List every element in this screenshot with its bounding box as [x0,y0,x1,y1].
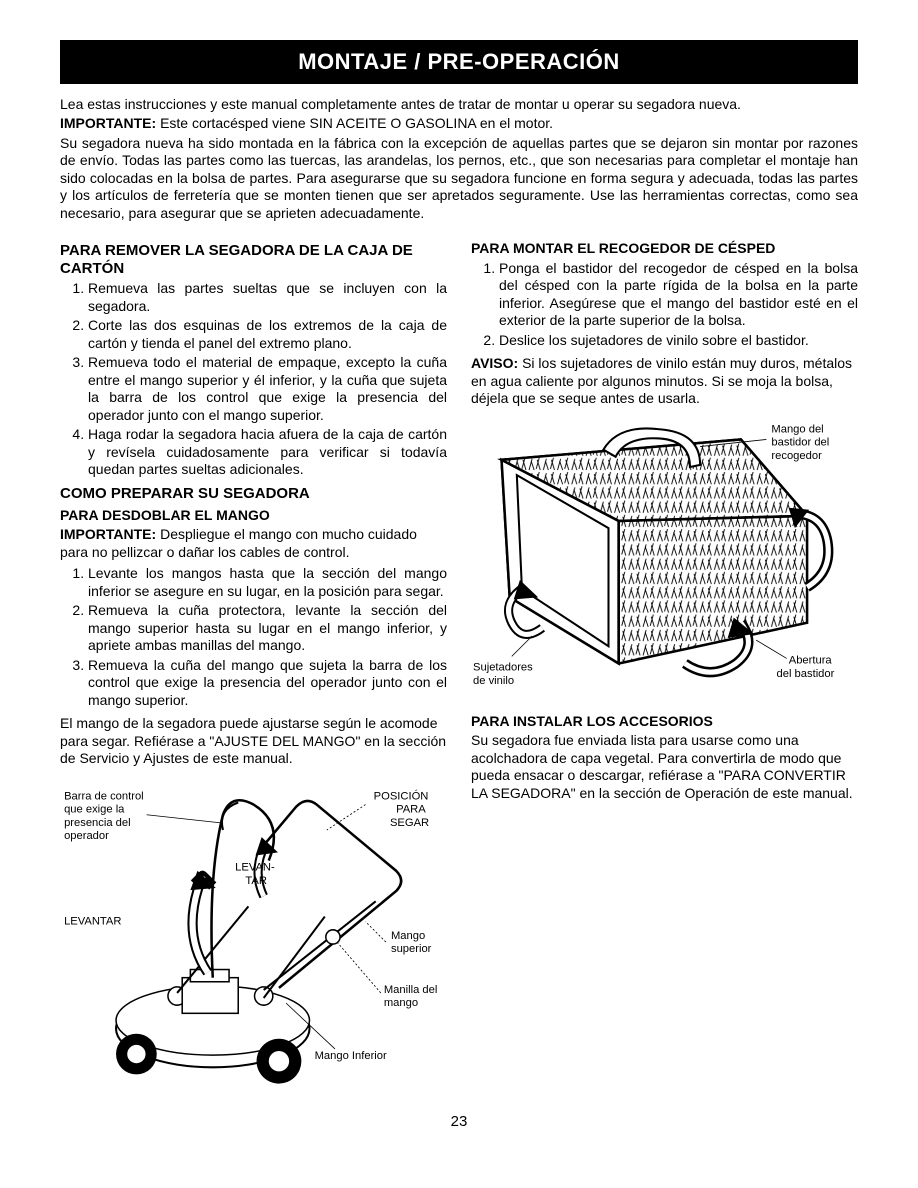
svg-text:de vinilo: de vinilo [473,674,514,686]
important-label: IMPORTANTE: [60,115,156,131]
list-item: Levante los mangos hasta que la sección … [88,565,447,600]
svg-text:Mango Inferior: Mango Inferior [315,1050,387,1062]
svg-text:SEGAR: SEGAR [390,816,429,828]
list-item: Remueva las partes sueltas que se incluy… [88,280,447,315]
heading-unfold: PARA DESDOBLAR EL MANGO [60,507,447,525]
list-item: Remueva la cuña del mango que sujeta la … [88,657,447,710]
svg-text:recogedor: recogedor [771,449,822,461]
right-column: PARA MONTAR EL RECOGEDOR DE CÉSPED Ponga… [471,236,858,1089]
aviso-text: Si los sujetadores de vinilo están muy d… [471,355,852,406]
important-text: Este cortacésped viene SIN ACEITE O GASO… [156,115,553,131]
svg-text:TAR: TAR [245,874,267,886]
unfold-important: IMPORTANTE: Despliegue el mango con much… [60,526,447,561]
intro-block: Lea estas instrucciones y este manual co… [60,96,858,223]
svg-text:presencia del: presencia del [64,816,131,828]
aviso-paragraph: AVISO: Si los sujetadores de vinilo está… [471,355,858,408]
list-item: Remueva la cuña protectora, levante la s… [88,602,447,655]
svg-text:LEVAN-: LEVAN- [235,861,275,873]
svg-text:Mango del: Mango del [771,423,823,435]
two-column-layout: PARA REMOVER LA SEGADORA DE LA CAJA DE C… [60,236,858,1089]
remove-list: Remueva las partes sueltas que se incluy… [60,280,447,479]
svg-text:Barra de control: Barra de control [64,790,144,802]
heading-catcher: PARA MONTAR EL RECOGEDOR DE CÉSPED [471,240,858,258]
aviso-label: AVISO: [471,355,518,371]
accessories-paragraph: Su segadora fue enviada lista para usars… [471,732,858,802]
left-column: PARA REMOVER LA SEGADORA DE LA CAJA DE C… [60,236,447,1089]
important-label: IMPORTANTE: [60,526,156,542]
svg-text:superior: superior [391,943,432,955]
svg-text:bastidor del: bastidor del [771,436,829,448]
adjust-paragraph: El mango de la segadora puede ajustarse … [60,715,447,768]
svg-text:PARA: PARA [396,803,426,815]
heading-prepare: COMO PREPARAR SU SEGADORA [60,485,447,503]
mower-diagram: Barra de control que exige la presencia … [60,774,447,1090]
intro-p2: Su segadora nueva ha sido montada en la … [60,135,858,223]
list-item: Remueva todo el material de empaque, exc… [88,354,447,424]
svg-text:LEVANTAR: LEVANTAR [64,915,121,927]
svg-text:que exige la: que exige la [64,803,125,815]
svg-text:operador: operador [64,830,109,842]
intro-important: IMPORTANTE: Este cortacésped viene SIN A… [60,115,858,133]
page-title-bar: MONTAJE / PRE-OPERACIÓN [60,40,858,84]
list-item: Haga rodar la segadora hacia afuera de l… [88,426,447,479]
heading-remove: PARA REMOVER LA SEGADORA DE LA CAJA DE C… [60,242,447,278]
svg-text:POSICIÓN: POSICIÓN [374,789,429,802]
svg-text:Sujetadores: Sujetadores [473,661,533,673]
intro-p1: Lea estas instrucciones y este manual co… [60,96,858,114]
svg-text:del bastidor: del bastidor [777,667,835,679]
svg-text:Mango: Mango [391,929,425,941]
catcher-list: Ponga el bastidor del recogedor de céspe… [471,260,858,350]
svg-text:Manilla del: Manilla del [384,983,437,995]
unfold-list: Levante los mangos hasta que la sección … [60,565,447,709]
list-item: Ponga el bastidor del recogedor de céspe… [499,260,858,330]
svg-text:mango: mango [384,997,418,1009]
page-number: 23 [60,1113,858,1132]
list-item: Corte las dos esquinas de los extremos d… [88,317,447,352]
svg-text:Abertura: Abertura [789,654,833,666]
grass-catcher-diagram: Mango del bastidor del recogedor Sujetad… [471,414,858,699]
list-item: Deslice los sujetadores de vinilo sobre … [499,332,858,350]
heading-accessories: PARA INSTALAR LOS ACCESORIOS [471,713,858,731]
